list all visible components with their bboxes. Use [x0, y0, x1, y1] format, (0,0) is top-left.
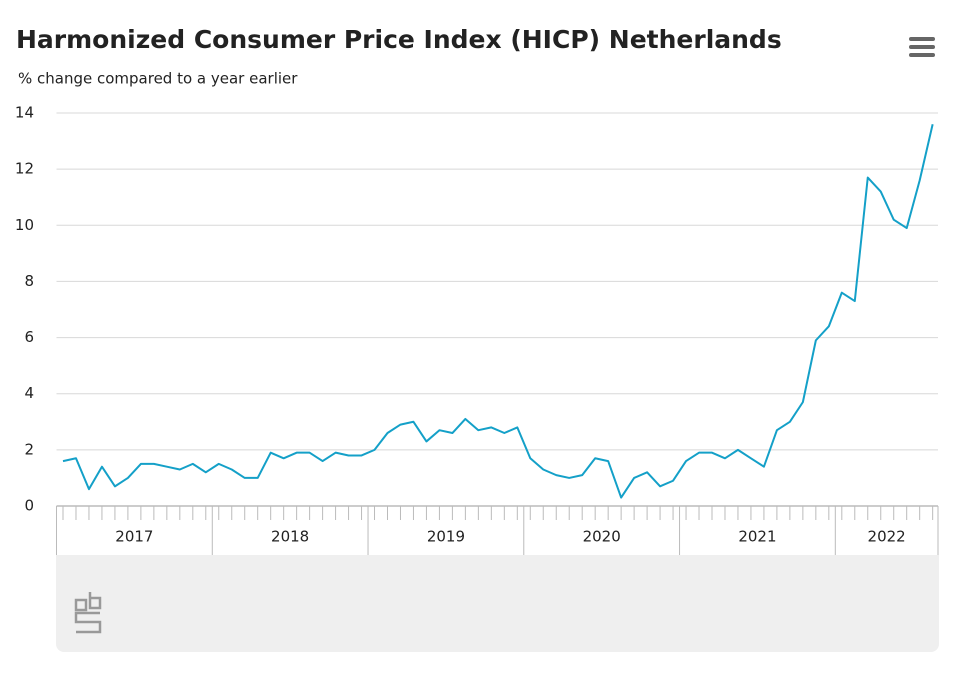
- menu-button[interactable]: [909, 37, 935, 57]
- y-tick-label: 12: [15, 160, 34, 178]
- y-tick-label: 8: [24, 272, 34, 290]
- y-tick-label: 4: [24, 384, 34, 402]
- x-tick-label: 2018: [271, 528, 309, 546]
- y-tick-label: 6: [24, 328, 34, 346]
- chart-title: Harmonized Consumer Price Index (HICP) N…: [16, 25, 782, 54]
- logo: [74, 592, 102, 634]
- y-tick-label: 10: [15, 216, 34, 234]
- navigator-area-top: [56, 555, 939, 565]
- x-tick-label: 2020: [583, 528, 621, 546]
- x-tick-label: 2021: [738, 528, 776, 546]
- data-line: [62, 124, 934, 499]
- y-tick-label: 2: [24, 440, 34, 458]
- x-tick-label: 2017: [115, 528, 153, 546]
- x-tick-label: 2019: [427, 528, 465, 546]
- chart-subtitle: % change compared to a year earlier: [18, 70, 298, 88]
- y-tick-label: 0: [24, 497, 34, 515]
- y-tick-label: 14: [15, 104, 34, 122]
- x-tick-label: 2022: [868, 528, 906, 546]
- navigator-area: [56, 555, 939, 652]
